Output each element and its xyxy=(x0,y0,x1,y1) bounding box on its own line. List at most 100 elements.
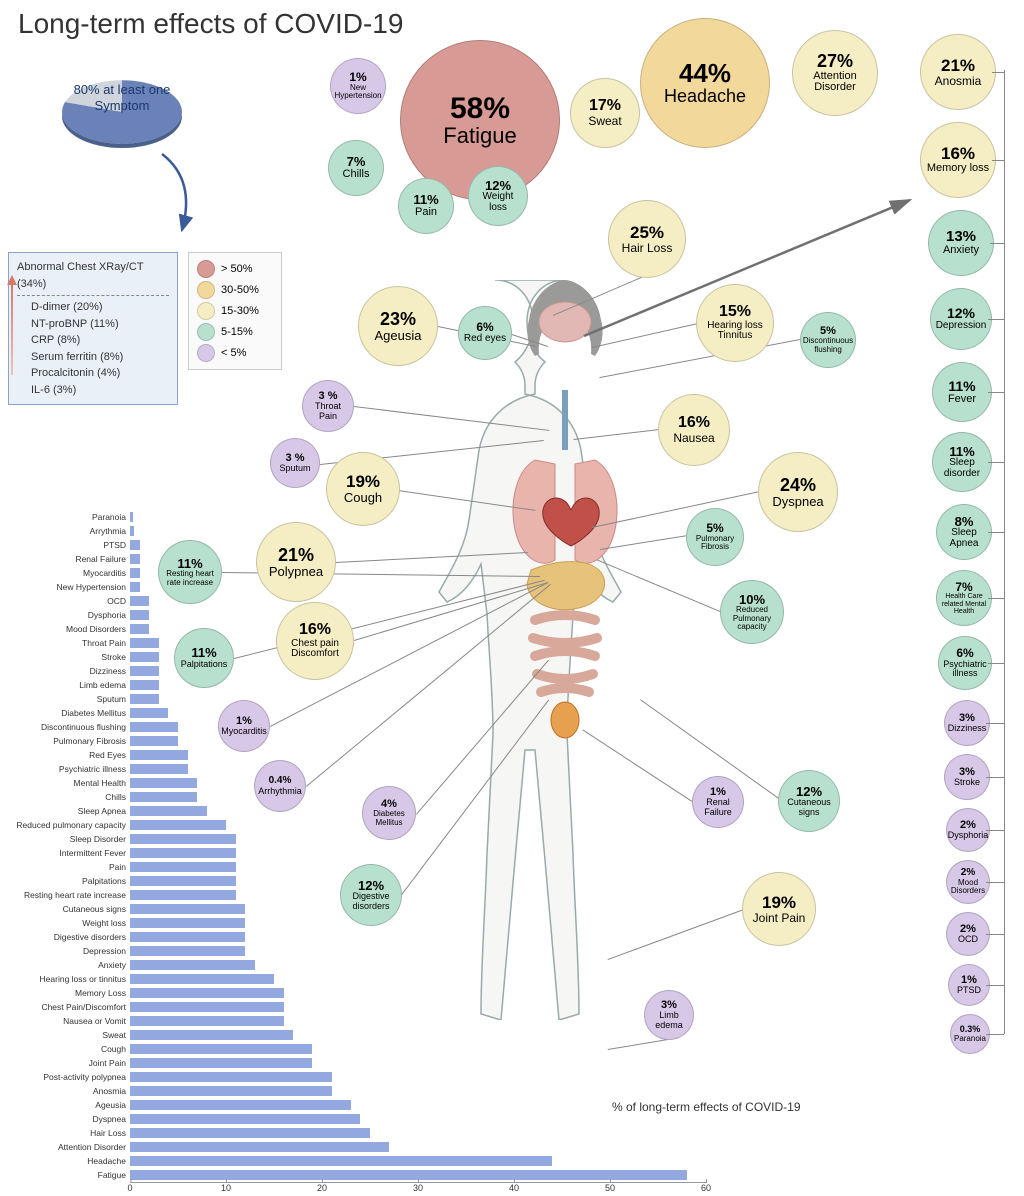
bar xyxy=(130,1114,360,1124)
bar xyxy=(130,722,178,732)
bar xyxy=(130,918,245,928)
spine-tick xyxy=(986,985,1004,986)
bar-row: Mood Disorders xyxy=(0,622,720,635)
bar-label: Hair Loss xyxy=(0,1128,130,1138)
bar-row: Chest Pain/Discomfort xyxy=(0,1000,720,1013)
biomarker-header: Abnormal Chest XRay/CT (34%) xyxy=(17,259,169,292)
symptom-bubble: 11%Fever xyxy=(932,362,992,422)
symptom-bubble: 3%Dizziness xyxy=(944,700,990,746)
bar-label: PTSD xyxy=(0,540,130,550)
pie-label: 80% at least one Symptom xyxy=(62,82,182,113)
bar-label: Anosmia xyxy=(0,1086,130,1096)
bar-label: Sweat xyxy=(0,1030,130,1040)
symptom-bubble: 12%Cutaneous signs xyxy=(778,770,840,832)
bar-label: Chills xyxy=(0,792,130,802)
bar xyxy=(130,946,245,956)
bar-label: Discontinuous flushing xyxy=(0,722,130,732)
symptom-bubble: 3 %Throat Pain xyxy=(302,380,354,432)
bar xyxy=(130,554,140,564)
symptom-bubble: 24%Dyspnea xyxy=(758,452,838,532)
bar-label: Limb edema xyxy=(0,680,130,690)
bar-label: Depression xyxy=(0,946,130,956)
symptom-bubble: 16%Nausea xyxy=(658,394,730,466)
symptom-bubble: 3%Stroke xyxy=(944,754,990,800)
bar xyxy=(130,680,159,690)
bar-row: Anosmia xyxy=(0,1084,720,1097)
bar-label: OCD xyxy=(0,596,130,606)
bar-label: Digestive disorders xyxy=(0,932,130,942)
bar-row: Mental Health xyxy=(0,776,720,789)
biomarker-item: CRP (8%) xyxy=(31,332,169,349)
bar-label: Sleep Apnea xyxy=(0,806,130,816)
spine-tick xyxy=(992,72,1004,73)
bar-row: Diabetes Mellitus xyxy=(0,706,720,719)
symptom-bubble: 19%Joint Pain xyxy=(742,872,816,946)
bar-label: Stroke xyxy=(0,652,130,662)
bar-axis: 0102030405060 xyxy=(130,1182,706,1196)
bar xyxy=(130,568,140,578)
spine-tick xyxy=(986,723,1004,724)
bar-label: Palpitations xyxy=(0,876,130,886)
bar-label: New Hypertension xyxy=(0,582,130,592)
color-legend: > 50%30-50%15-30%5-15%< 5% xyxy=(188,252,282,370)
bar xyxy=(130,792,197,802)
bar-label: Dizziness xyxy=(0,666,130,676)
spine-tick xyxy=(990,243,1004,244)
symptom-bubble: 2%Dysphoria xyxy=(946,808,990,852)
symptom-bubble: 16%Memory loss xyxy=(920,122,996,198)
bar xyxy=(130,806,207,816)
bar xyxy=(130,1030,293,1040)
symptom-bubble: 1%PTSD xyxy=(948,964,990,1006)
bar-row: Dizziness xyxy=(0,664,720,677)
symptom-bubble: 5%Pulmonary Fibrosis xyxy=(686,508,744,566)
bar-row: Headache xyxy=(0,1154,720,1167)
bar xyxy=(130,1058,312,1068)
biomarker-item: Serum ferritin (8%) xyxy=(31,349,169,366)
pie-chart: 80% at least one Symptom xyxy=(62,52,222,162)
symptom-bubble: 15%Hearing loss Tinnitus xyxy=(696,284,774,362)
bar-row: Digestive disorders xyxy=(0,930,720,943)
bar xyxy=(130,904,245,914)
legend-item: > 50% xyxy=(197,259,273,280)
bar-row: Memory Loss xyxy=(0,986,720,999)
right-column-spine xyxy=(1004,70,1005,1034)
symptom-bubble: 12%Digestive disorders xyxy=(340,864,402,926)
bar-label: Pain xyxy=(0,862,130,872)
legend-item: 5-15% xyxy=(197,322,273,343)
bar-label: Sleep Disorder xyxy=(0,834,130,844)
bar xyxy=(130,764,188,774)
bar xyxy=(130,1086,332,1096)
bar-label: Fatigue xyxy=(0,1170,130,1180)
spine-tick xyxy=(988,319,1004,320)
bar-label: Dysphoria xyxy=(0,610,130,620)
bar-label: Memory Loss xyxy=(0,988,130,998)
bar xyxy=(130,512,133,522)
symptom-bubble: 3 %Sputum xyxy=(270,438,320,488)
bar-label: Joint Pain xyxy=(0,1058,130,1068)
spine-tick xyxy=(986,777,1004,778)
symptom-bubble: 13%Anxiety xyxy=(928,210,994,276)
bar-row: Renal Failure xyxy=(0,552,720,565)
spine-tick xyxy=(988,663,1004,664)
bar-row: Myocarditis xyxy=(0,566,720,579)
spine-tick xyxy=(992,160,1004,161)
bar xyxy=(130,596,149,606)
bar xyxy=(130,540,140,550)
spine-tick xyxy=(988,532,1004,533)
bar xyxy=(130,638,159,648)
symptom-bubble: 3%Limb edema xyxy=(644,990,694,1040)
symptom-bubble: 0.3%Paranoia xyxy=(950,1014,990,1054)
spine-tick xyxy=(988,462,1004,463)
symptom-bubble: 25%Hair Loss xyxy=(608,200,686,278)
biomarker-item: Procalcitonin (4%) xyxy=(31,365,169,382)
bar-label: Ageusia xyxy=(0,1100,130,1110)
bar-label: Anxiety xyxy=(0,960,130,970)
legend-item: 15-30% xyxy=(197,301,273,322)
axis-tick: 30 xyxy=(413,1183,423,1193)
bar-row: Dysphoria xyxy=(0,608,720,621)
biomarker-item: NT-proBNP (11%) xyxy=(31,316,169,333)
bar-label: Cutaneous signs xyxy=(0,904,130,914)
bar-label: Dyspnea xyxy=(0,1114,130,1124)
symptom-bubble: 6%Red eyes xyxy=(458,306,512,360)
bar-label: Reduced pulmonary capacity xyxy=(0,820,130,830)
